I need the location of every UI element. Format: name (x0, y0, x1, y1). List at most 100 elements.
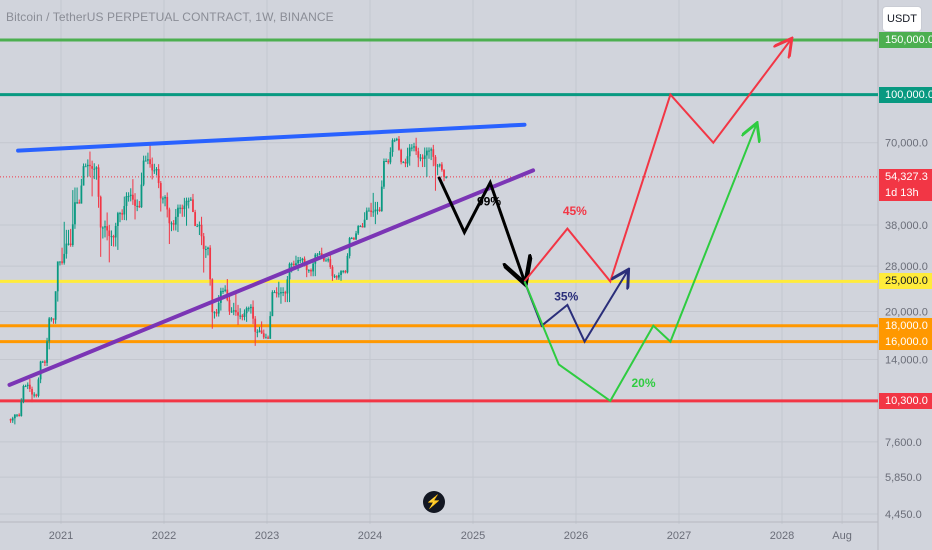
symbol-title: Bitcoin / TetherUS PERPETUAL CONTRACT, 1… (6, 10, 334, 24)
candle-body (230, 311, 233, 313)
y-tick-label: 14,000.0 (885, 355, 928, 367)
candle-body (78, 202, 81, 204)
candle-body (410, 147, 413, 149)
candle-body (84, 166, 87, 168)
candle-body (267, 337, 269, 339)
candle-body (262, 333, 265, 338)
candle-body (181, 207, 184, 210)
candle-body (37, 379, 40, 396)
candle-body (335, 276, 338, 278)
candle-body (16, 414, 18, 416)
candle-body (417, 151, 420, 158)
y-tick-label: 28,000.0 (885, 261, 928, 273)
candle-body (408, 147, 411, 157)
candle-body (147, 159, 149, 161)
candle-body (170, 223, 173, 225)
candle-body (398, 138, 400, 150)
x-tick-label: 2028 (770, 530, 794, 542)
y-tick-label: 7,600.0 (885, 437, 922, 449)
candle-body (275, 292, 278, 294)
price-level-badge: 150,000.0 (879, 32, 932, 48)
candle-body (387, 161, 390, 163)
candle-body (20, 401, 23, 417)
currency-button[interactable]: USDT (882, 6, 922, 32)
candle-body (333, 276, 336, 278)
candle-body (385, 161, 387, 163)
candle-body (119, 213, 121, 215)
candle-body (217, 302, 220, 314)
candle-body (159, 183, 162, 199)
candle-body (318, 253, 321, 255)
candle-body (271, 292, 274, 317)
candle-body (196, 226, 199, 228)
last-price-badge: 54,327.3 1d 13h (879, 168, 932, 201)
candle-body (258, 330, 261, 332)
price-level-badge: 100,000.0 (879, 86, 932, 103)
candle-body (316, 254, 319, 256)
annotation-label: 20% (632, 376, 656, 390)
x-tick-label: 2026 (564, 530, 588, 542)
candle-body (138, 205, 141, 208)
candle-body (406, 156, 409, 164)
candle-body (254, 318, 257, 332)
candle-body (438, 164, 441, 166)
candle-body (325, 260, 327, 262)
candle-body (9, 419, 12, 421)
candle-body (252, 306, 254, 319)
candle-body (355, 233, 357, 240)
candle-body (383, 161, 385, 187)
annotation-label: 99% (477, 194, 501, 208)
candle-body (97, 167, 100, 197)
candle-body (142, 160, 145, 185)
candle-body (166, 197, 169, 210)
candle-body (395, 138, 398, 141)
candle-body (260, 330, 263, 334)
candle-body (234, 310, 237, 313)
candle-body (372, 211, 375, 213)
candle-body (374, 209, 377, 212)
candle-body (277, 293, 280, 295)
x-tick-label: 2023 (255, 530, 279, 542)
candle-body (428, 150, 430, 152)
candle-body (157, 169, 160, 184)
candle-body (101, 227, 104, 229)
y-tick-label: 70,000.0 (885, 138, 928, 150)
trendline-upper (16, 122, 527, 153)
candle-body (247, 308, 250, 310)
candle-body (198, 224, 201, 227)
candle-body (299, 260, 302, 262)
candle-body (69, 243, 72, 245)
candle-body (425, 150, 428, 156)
candle-body (108, 230, 111, 237)
candle-body (209, 247, 212, 280)
candle-body (378, 209, 381, 211)
candle-body (346, 255, 349, 273)
candle-body (243, 313, 246, 317)
candle-body (80, 185, 83, 204)
candle-body (430, 149, 433, 151)
candle-body (22, 386, 25, 402)
candle-body (292, 263, 295, 266)
y-tick-label: 5,850.0 (885, 472, 922, 484)
candle-body (305, 263, 308, 271)
candle-body (359, 226, 362, 228)
candle-body (200, 224, 203, 237)
candle-body (445, 176, 448, 178)
candle-body (131, 194, 134, 200)
candle-body (74, 202, 76, 225)
candle-body (327, 259, 330, 261)
candle-body (164, 197, 166, 199)
candle-body (353, 238, 355, 240)
candle-body (344, 271, 347, 273)
candle-body (224, 289, 227, 291)
candle-body (48, 318, 51, 342)
candle-body (434, 156, 437, 166)
candle-body (282, 292, 284, 294)
candle-body (402, 162, 405, 164)
candle-body (391, 140, 394, 152)
candle-body (24, 386, 27, 388)
candle-body (129, 194, 132, 197)
candle-body (370, 210, 372, 212)
